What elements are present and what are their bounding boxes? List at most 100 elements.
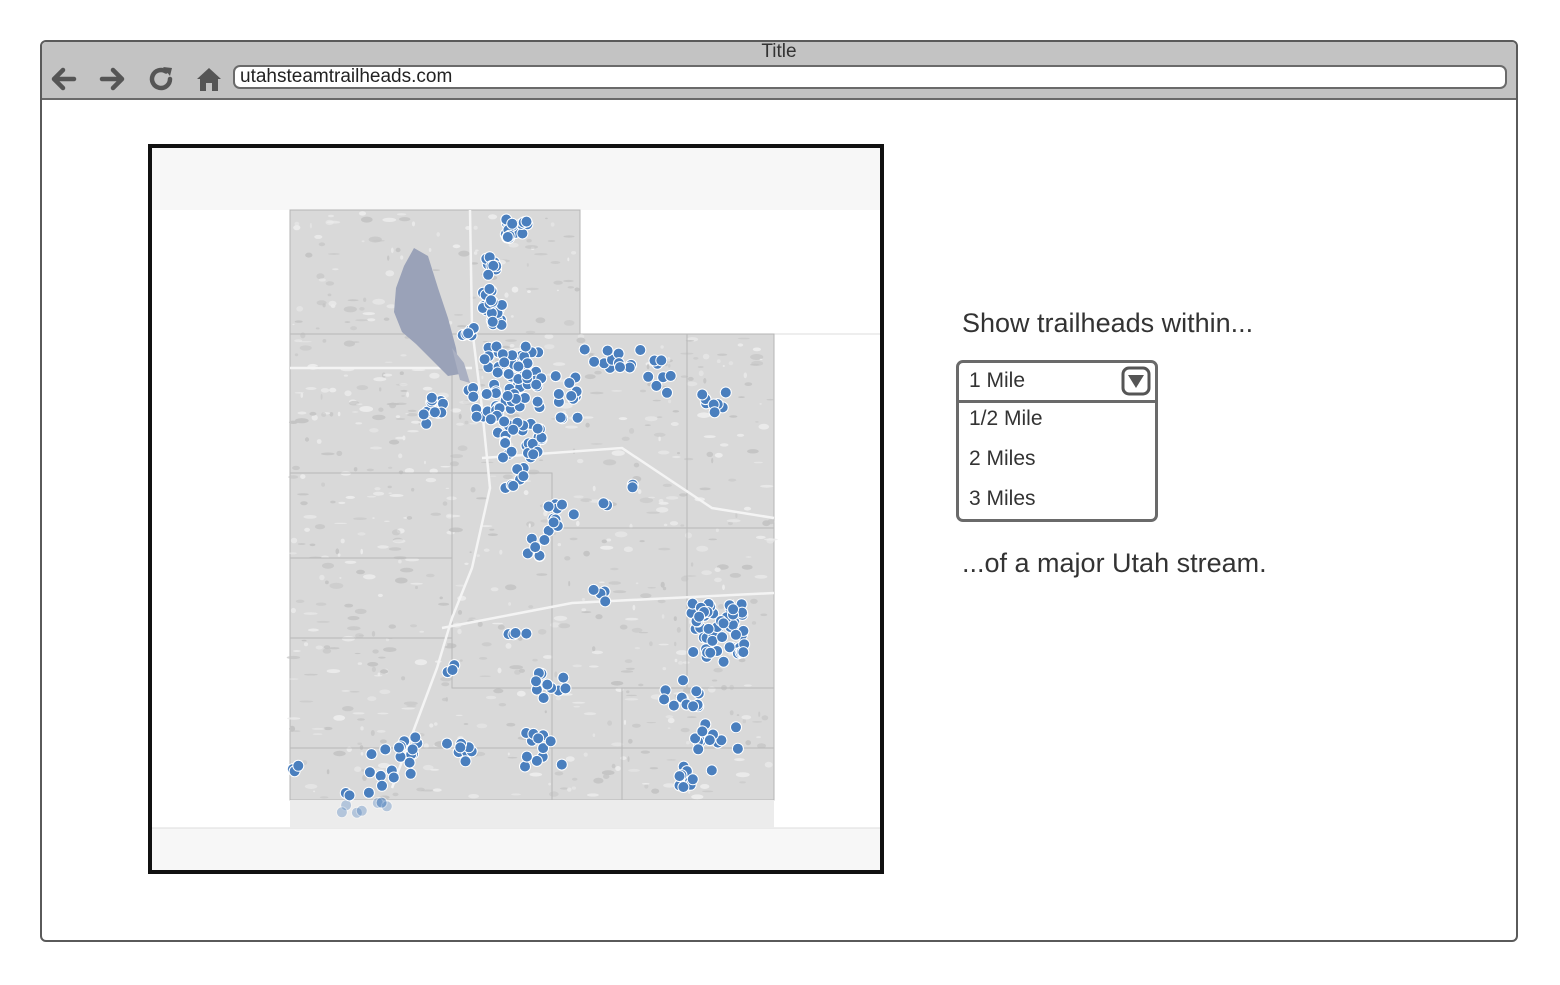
trailhead-marker[interactable] [507, 479, 520, 492]
trailhead-marker[interactable] [498, 415, 511, 428]
trailhead-marker[interactable] [375, 796, 388, 809]
trailhead-marker[interactable] [520, 627, 533, 640]
trailhead-marker[interactable] [703, 734, 716, 747]
trailhead-marker[interactable] [355, 804, 368, 817]
trailhead-marker[interactable] [362, 786, 375, 799]
trailhead-marker[interactable] [409, 731, 422, 744]
trailhead-marker[interactable] [482, 268, 495, 281]
trailhead-marker[interactable] [527, 448, 540, 461]
trailhead-marker[interactable] [376, 779, 388, 792]
trailhead-marker[interactable] [490, 340, 503, 353]
trailhead-marker[interactable] [614, 361, 626, 374]
trailhead-marker[interactable] [428, 406, 441, 419]
trailhead-marker[interactable] [498, 356, 511, 369]
trailhead-marker[interactable] [519, 760, 531, 773]
trailhead-marker[interactable] [374, 769, 387, 782]
trailhead-marker[interactable] [717, 617, 730, 630]
trailhead-marker[interactable] [689, 732, 702, 745]
trailhead-marker[interactable] [335, 806, 348, 819]
trailhead-marker[interactable] [544, 735, 557, 748]
trailhead-marker[interactable] [542, 500, 555, 513]
trailhead-marker[interactable] [497, 451, 509, 464]
trailhead-marker[interactable] [519, 340, 532, 353]
trailhead-marker[interactable] [716, 631, 729, 644]
trailhead-marker[interactable] [687, 646, 700, 658]
trailhead-marker[interactable] [729, 628, 742, 641]
trailhead-marker[interactable] [693, 610, 706, 623]
trailhead-marker[interactable] [554, 411, 567, 424]
dropdown-option-3-miles[interactable]: 3 Miles [969, 487, 1036, 510]
trailhead-marker[interactable] [704, 646, 717, 659]
distance-dropdown[interactable]: 1 Mile 1/2 Mile 2 Miles 3 Miles [956, 360, 1158, 522]
trailhead-marker[interactable] [487, 259, 500, 272]
trailhead-marker[interactable] [730, 721, 742, 734]
trailhead-marker[interactable] [696, 388, 709, 401]
dropdown-option-half-mile[interactable]: 1/2 Mile [969, 407, 1043, 430]
trailhead-marker[interactable] [520, 750, 533, 763]
trailhead-marker[interactable] [658, 693, 671, 706]
trailhead-marker[interactable] [507, 423, 520, 436]
trailhead-marker[interactable] [441, 737, 453, 750]
trailhead-markers[interactable] [286, 213, 751, 819]
trailhead-marker[interactable] [696, 725, 709, 738]
trailhead-marker[interactable] [549, 370, 562, 383]
trailhead-marker[interactable] [650, 379, 663, 392]
trailhead-marker[interactable] [565, 390, 578, 402]
trailhead-marker[interactable] [719, 386, 732, 399]
back-button[interactable] [46, 62, 80, 96]
trailhead-marker[interactable] [363, 766, 376, 779]
trailhead-marker[interactable] [425, 391, 438, 404]
trailhead-marker[interactable] [692, 743, 705, 756]
trailhead-marker[interactable] [371, 797, 384, 809]
trailhead-marker[interactable] [484, 413, 497, 426]
trailhead-marker[interactable] [404, 767, 417, 780]
trailhead-marker[interactable] [485, 294, 497, 307]
trailhead-marker[interactable] [705, 764, 718, 777]
trailhead-marker[interactable] [587, 583, 600, 596]
reload-button[interactable] [144, 62, 178, 96]
trailhead-marker[interactable] [597, 497, 610, 510]
trailhead-marker[interactable] [530, 754, 543, 767]
trailhead-marker[interactable] [686, 773, 699, 786]
trailhead-marker[interactable] [501, 390, 514, 402]
trailhead-marker[interactable] [673, 770, 686, 783]
trailhead-marker[interactable] [417, 408, 430, 421]
trailhead-marker[interactable] [505, 445, 518, 458]
trailhead-marker[interactable] [723, 641, 736, 654]
trailhead-marker[interactable] [406, 743, 419, 756]
trailhead-marker[interactable] [547, 516, 560, 529]
trailhead-marker[interactable] [708, 406, 721, 419]
trailhead-marker[interactable] [563, 377, 576, 389]
trailhead-marker[interactable] [537, 742, 550, 755]
trailhead-marker[interactable] [365, 748, 378, 761]
trailhead-marker[interactable] [731, 742, 744, 755]
trailhead-marker[interactable] [715, 734, 728, 747]
trailhead-marker[interactable] [506, 217, 519, 230]
trailhead-marker[interactable] [737, 646, 750, 659]
trailhead-marker[interactable] [486, 315, 499, 328]
trailhead-marker[interactable] [520, 215, 533, 228]
trailhead-marker[interactable] [499, 437, 512, 449]
trailhead-marker[interactable] [559, 682, 572, 695]
trailhead-marker[interactable] [556, 498, 568, 511]
trailhead-marker[interactable] [478, 353, 491, 366]
trailhead-marker[interactable] [512, 360, 525, 373]
trailhead-marker[interactable] [393, 741, 405, 754]
trailhead-marker[interactable] [531, 422, 544, 435]
forward-button[interactable] [96, 62, 130, 96]
trailhead-marker[interactable] [454, 741, 467, 754]
trailhead-map[interactable] [148, 144, 884, 874]
trailhead-marker[interactable] [588, 355, 601, 368]
trailhead-marker[interactable] [541, 678, 554, 691]
trailhead-marker[interactable] [555, 758, 568, 771]
trailhead-marker[interactable] [470, 410, 483, 423]
trailhead-marker[interactable] [655, 354, 668, 367]
trailhead-marker[interactable] [537, 692, 550, 704]
trailhead-marker[interactable] [529, 541, 542, 554]
trailhead-marker[interactable] [717, 655, 730, 668]
trailhead-marker[interactable] [350, 806, 363, 819]
trailhead-marker[interactable] [677, 781, 690, 793]
trailhead-marker[interactable] [502, 368, 515, 380]
address-bar[interactable] [233, 65, 1507, 89]
trailhead-marker[interactable] [626, 481, 639, 494]
